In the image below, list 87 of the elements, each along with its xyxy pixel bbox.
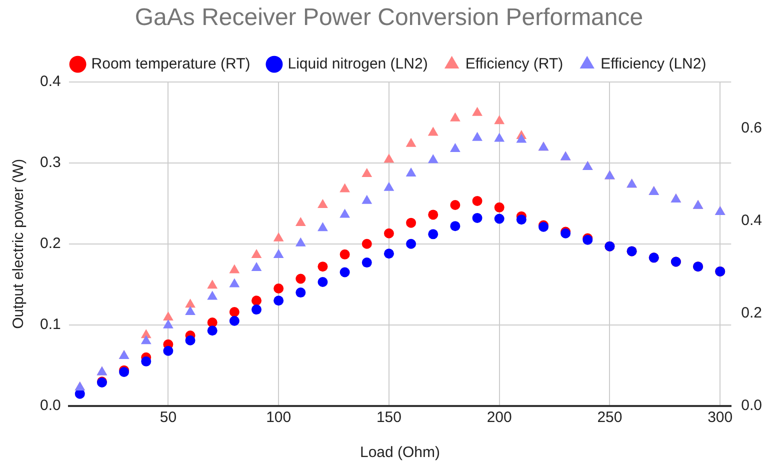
point [273, 249, 284, 258]
y-tick-label: 0.4 [40, 72, 61, 90]
point [472, 132, 482, 141]
point [295, 217, 306, 226]
legend-label: Efficiency (LN2) [600, 55, 706, 72]
point [494, 132, 505, 142]
point [450, 112, 460, 122]
point [362, 194, 372, 204]
legend-label: Efficiency (RT) [465, 55, 564, 72]
y2-tick-label: 0.4 [741, 212, 762, 229]
y-tick-label: 0.1 [40, 316, 61, 334]
point [163, 312, 174, 321]
point [494, 202, 504, 212]
y2-tick-label: 0.2 [741, 304, 762, 322]
point [318, 222, 328, 232]
point [274, 283, 284, 294]
point [207, 290, 218, 300]
point [252, 296, 262, 306]
point [450, 142, 460, 152]
point [318, 276, 328, 287]
point [406, 168, 416, 177]
x-tick-label: 150 [376, 409, 402, 426]
point [340, 208, 350, 218]
point [140, 335, 152, 344]
point [229, 264, 240, 274]
point [274, 296, 284, 306]
point [185, 306, 196, 315]
point [406, 218, 416, 228]
point [428, 154, 438, 164]
point [229, 306, 240, 317]
point [450, 200, 460, 210]
point [141, 356, 152, 366]
y-tick-label: 0.0 [40, 397, 61, 414]
point [185, 298, 196, 308]
point [384, 182, 394, 191]
point [494, 214, 504, 224]
point [472, 106, 482, 116]
point [207, 280, 218, 289]
y-tick-label: 0.2 [40, 235, 61, 252]
y2-tick-label: 0.6 [741, 119, 762, 136]
point [406, 238, 416, 249]
point [516, 214, 526, 225]
y2-tick-label: 0.0 [741, 397, 762, 414]
point [163, 346, 174, 356]
point [185, 335, 196, 346]
y-tick-label: 0.3 [40, 154, 61, 171]
x-tick-label: 250 [597, 409, 622, 426]
point [362, 168, 372, 177]
point [296, 288, 306, 298]
point [229, 316, 240, 326]
point [516, 134, 527, 143]
point [472, 196, 482, 206]
x-tick-label: 200 [486, 409, 512, 426]
y-axis-title: Output electric power (W) [10, 158, 28, 329]
point [295, 237, 306, 246]
point [340, 249, 350, 260]
point [362, 258, 372, 268]
point [340, 267, 350, 278]
point [384, 228, 394, 238]
x-tick-label: 100 [266, 409, 292, 426]
point [450, 221, 460, 232]
point [229, 278, 240, 288]
point [428, 210, 438, 220]
legend-label: Room temperature (RT) [91, 55, 250, 72]
point [251, 262, 262, 271]
point [273, 232, 284, 242]
point [296, 274, 306, 284]
point [340, 183, 350, 192]
point [251, 249, 262, 258]
point [252, 304, 262, 315]
point [384, 248, 394, 259]
point [207, 326, 218, 336]
point [318, 198, 328, 208]
point [406, 138, 416, 147]
point [428, 229, 438, 240]
x-axis-title: Load (Ohm) [360, 444, 440, 462]
x-tick-label: 300 [708, 409, 733, 426]
chart-title: GaAs Receiver Power Conversion Performance [134, 4, 644, 32]
point [494, 115, 505, 124]
point [472, 212, 482, 223]
point [384, 154, 394, 163]
legend-label: Liquid nitrogen (LN2) [288, 55, 428, 72]
point [318, 262, 328, 272]
point [428, 126, 438, 136]
point [362, 238, 372, 249]
x-tick-label: 50 [160, 409, 177, 426]
point [163, 319, 174, 328]
